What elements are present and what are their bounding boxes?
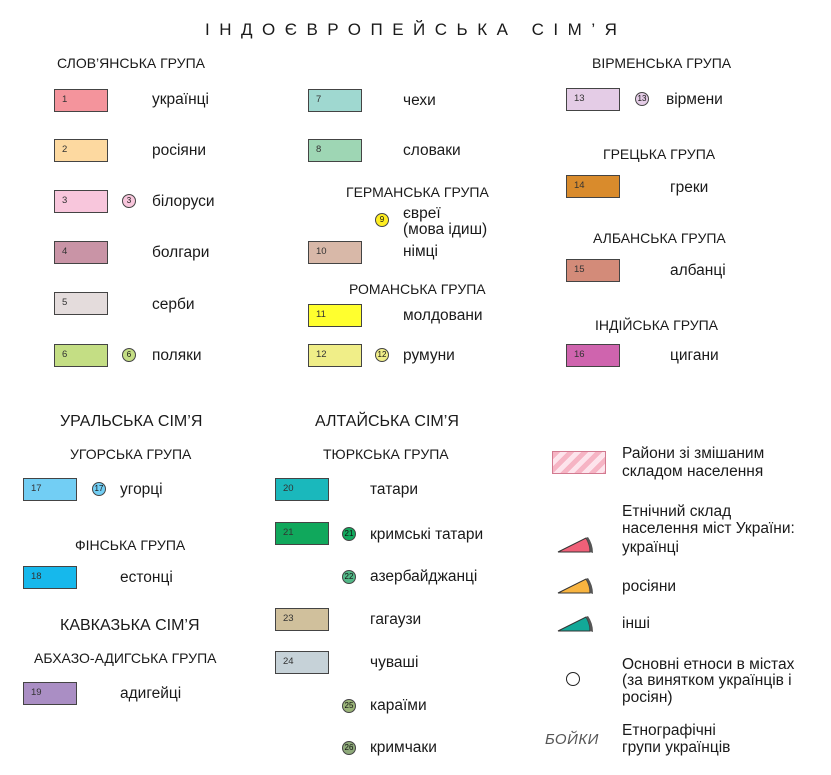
label-3: білоруси (152, 193, 215, 210)
family-altaic-heading: АЛТАЙСЬКА СІМ’Я (315, 413, 459, 430)
sector-ukrainians (557, 537, 591, 553)
marker-13: 13 (635, 92, 649, 106)
label-24: чуваші (370, 654, 419, 671)
swatch-18: 18 (23, 566, 77, 589)
marker-9: 9 (375, 213, 389, 227)
swatch-1: 1 (54, 89, 108, 112)
legend-title: ІНДОЄВРОПЕЙСЬКА СІМ’Я (205, 20, 627, 39)
label-14: греки (670, 179, 709, 196)
group-finnic-heading: ФІНСЬКА ГРУПА (75, 537, 186, 553)
marker-25: 25 (342, 699, 356, 713)
label-10: німці (403, 243, 438, 260)
label-6: поляки (152, 347, 202, 364)
ethnographic-group-sample: БОЙКИ (545, 731, 599, 748)
label-16: цигани (670, 347, 719, 364)
swatch-11: 11 (308, 304, 362, 327)
swatch-23: 23 (275, 608, 329, 631)
label-22: азербайджанці (370, 568, 478, 585)
label-11: молдовани (403, 307, 483, 324)
label-18: естонці (120, 569, 173, 586)
sector-russians (557, 578, 591, 594)
swatch-8: 8 (308, 139, 362, 162)
label-7: чехи (403, 92, 436, 109)
swatch-13: 13 (566, 88, 620, 111)
label-8: словаки (403, 142, 461, 159)
city-others-label: інші (622, 615, 650, 632)
group-turkic-heading: ТЮРКСЬКА ГРУПА (323, 446, 449, 462)
marker-21: 21 (342, 527, 356, 541)
group-abkhaz-adyghe-heading: АБХАЗО-АДИГСЬКА ГРУПА (34, 650, 217, 666)
city-sector-ukrainians-icon (557, 537, 593, 553)
group-greek-heading: ГРЕЦЬКА ГРУПА (603, 146, 716, 162)
group-indian-heading: ІНДІЙСЬКА ГРУПА (595, 317, 719, 333)
marker-17: 17 (92, 482, 106, 496)
swatch-10: 10 (308, 241, 362, 264)
label-2: росіяни (152, 142, 207, 159)
swatch-21: 21 (275, 522, 329, 545)
marker-3: 3 (122, 194, 136, 208)
city-sector-others-icon (557, 616, 593, 632)
main-ethnos-circle-icon (566, 672, 580, 686)
city-sector-russians-icon (557, 578, 593, 594)
marker-6: 6 (122, 348, 136, 362)
swatch-17: 17 (23, 478, 77, 501)
swatch-7: 7 (308, 89, 362, 112)
city-russians-label: росіяни (622, 578, 677, 595)
group-romance-heading: РОМАНСЬКА ГРУПА (349, 281, 486, 297)
group-armenian-heading: ВІРМЕНСЬКА ГРУПА (592, 55, 732, 71)
marker-12: 12 (375, 348, 389, 362)
main-ethnos-label: Основні етноси в містах (за винятком укр… (622, 656, 795, 706)
group-germanic-heading: ГЕРМАНСЬКА ГРУПА (346, 184, 489, 200)
family-caucasian-heading: КАВКАЗЬКА СІМ’Я (60, 617, 200, 634)
label-5: серби (152, 296, 195, 313)
swatch-19: 19 (23, 682, 77, 705)
group-albanian-heading: АЛБАНСЬКА ГРУПА (593, 230, 726, 246)
swatch-16: 16 (566, 344, 620, 367)
label-13: вірмени (666, 91, 723, 108)
label-20: татари (370, 481, 419, 498)
label-12: румуни (403, 347, 455, 364)
swatch-5: 5 (54, 292, 108, 315)
label-4: болгари (152, 244, 210, 261)
label-15: албанці (670, 262, 726, 279)
label-9: євреї (мова ідиш) (403, 205, 488, 239)
mixed-population-swatch (552, 451, 606, 474)
swatch-2: 2 (54, 139, 108, 162)
group-ugric-heading: УГОРСЬКА ГРУПА (70, 446, 192, 462)
sector-others (557, 616, 591, 632)
swatch-12: 12 (308, 344, 362, 367)
label-19: адигейці (120, 685, 182, 702)
swatch-24: 24 (275, 651, 329, 674)
label-23: гагаузи (370, 611, 422, 628)
swatch-6: 6 (54, 344, 108, 367)
swatch-15: 15 (566, 259, 620, 282)
label-17: угорці (120, 481, 163, 498)
marker-22: 22 (342, 570, 356, 584)
label-21: кримські татари (370, 526, 484, 543)
label-1: українці (152, 91, 209, 108)
swatch-4: 4 (54, 241, 108, 264)
mixed-population-label: Райони зі змішаним складом населення (622, 445, 765, 480)
group-slavic-heading: СЛОВ’ЯНСЬКА ГРУПА (57, 55, 205, 71)
marker-26: 26 (342, 741, 356, 755)
swatch-14: 14 (566, 175, 620, 198)
swatch-3: 3 (54, 190, 108, 213)
ethnographic-groups-label: Етнографічні групи українців (622, 722, 731, 757)
city-composition-heading: Етнічний склад населення міст України: (622, 503, 795, 538)
label-25: караїми (370, 697, 427, 714)
city-ukrainians-label: українці (622, 539, 679, 556)
family-uralic-heading: УРАЛЬСЬКА СІМ’Я (60, 413, 203, 430)
swatch-20: 20 (275, 478, 329, 501)
label-26: кримчаки (370, 739, 437, 756)
